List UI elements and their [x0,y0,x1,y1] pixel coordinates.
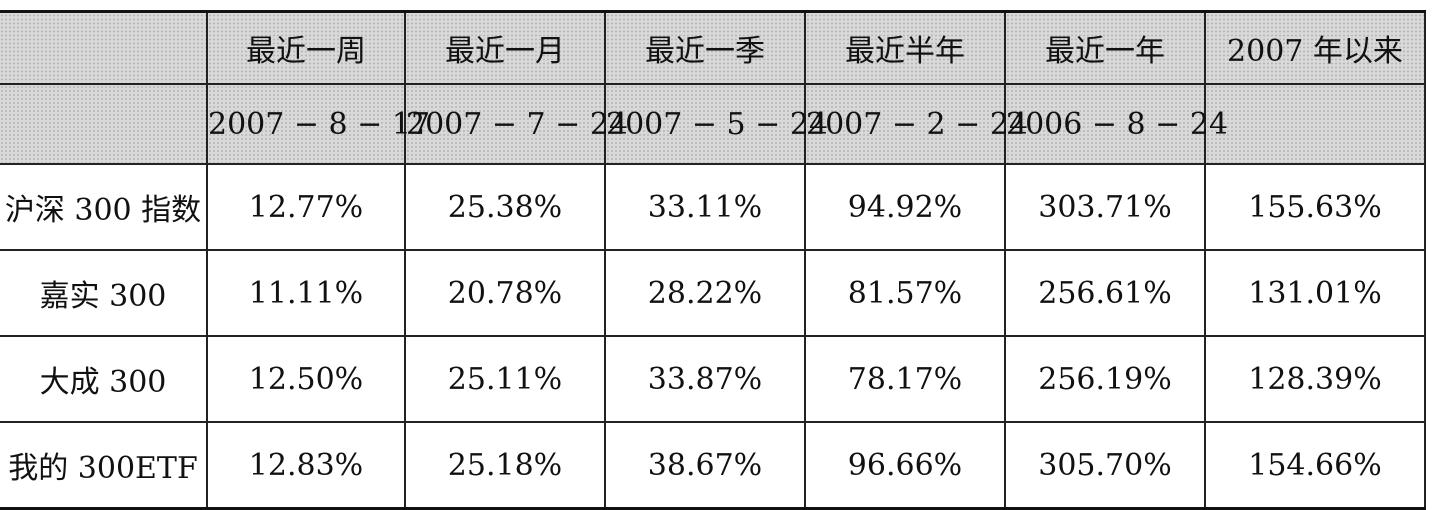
value-cell: 11.11% [206,249,406,337]
corner-cell [0,83,208,165]
returns-table: 最近一周 最近一月 最近一季 最近半年 最近一年 2007 年以来 2007 − 8 − 1… [0,10,1426,510]
value-cell: 305.70% [1004,421,1206,510]
value-cell: 33.87% [604,335,806,423]
value-cell: 25.11% [404,335,606,423]
column-header: 最近一年 [1004,10,1206,85]
table-body: 最近一周 最近一月 最近一季 最近半年 最近一年 2007 年以来 2007 − 8 − 1… [0,10,1426,510]
value-cell: 28.22% [604,249,806,337]
date-cell: 2006 − 8 − 24 [1004,83,1228,165]
date-row: 2007 − 8 − 17 2007 − 7 − 24 2007 − 5 − 24 2… [0,83,1426,165]
value-cell: 20.78% [404,249,606,337]
value-cell: 25.18% [404,421,606,510]
row-label: 我的 300ETF [0,421,208,510]
value-cell: 131.01% [1204,249,1426,337]
data-row: 沪深 300 指数 12.77% 25.38% 33.11% 94.92% 303.71%… [0,163,1426,251]
date-cell: 2007 − 5 − 24 [604,83,828,165]
value-cell: 303.71% [1004,163,1206,251]
date-cell: 2007 − 8 − 17 [206,83,430,165]
value-cell: 38.67% [604,421,806,510]
value-cell: 12.83% [206,421,406,510]
value-cell: 81.57% [804,249,1006,337]
value-cell: 12.50% [206,335,406,423]
data-row: 大成 300 12.50% 25.11% 33.87% 78.17% 256.19% 128… [0,335,1426,423]
value-cell: 154.66% [1204,421,1426,510]
value-cell: 256.61% [1004,249,1206,337]
value-cell: 96.66% [804,421,1006,510]
column-header: 最近一季 [604,10,806,85]
date-cell: 2007 − 2 − 24 [804,83,1028,165]
column-header: 2007 年以来 [1204,10,1426,85]
column-header: 最近半年 [804,10,1006,85]
column-header: 最近一周 [206,10,406,85]
date-cell: 2007 − 7 − 24 [404,83,628,165]
row-label: 沪深 300 指数 [0,163,208,251]
value-cell: 256.19% [1004,335,1206,423]
value-cell: 33.11% [604,163,806,251]
data-row: 我的 300ETF 12.83% 25.18% 38.67% 96.66% 305.70%… [0,421,1426,510]
data-row: 嘉实 300 11.11% 20.78% 28.22% 81.57% 256.61% 131… [0,249,1426,337]
value-cell: 94.92% [804,163,1006,251]
value-cell: 78.17% [804,335,1006,423]
value-cell: 155.63% [1204,163,1426,251]
row-label: 大成 300 [0,335,208,423]
row-label: 嘉实 300 [0,249,208,337]
header-row: 最近一周 最近一月 最近一季 最近半年 最近一年 2007 年以来 [0,10,1426,85]
value-cell: 25.38% [404,163,606,251]
value-cell: 128.39% [1204,335,1426,423]
column-header: 最近一月 [404,10,606,85]
corner-cell [0,10,208,85]
empty-cell [1204,83,1426,165]
value-cell: 12.77% [206,163,406,251]
